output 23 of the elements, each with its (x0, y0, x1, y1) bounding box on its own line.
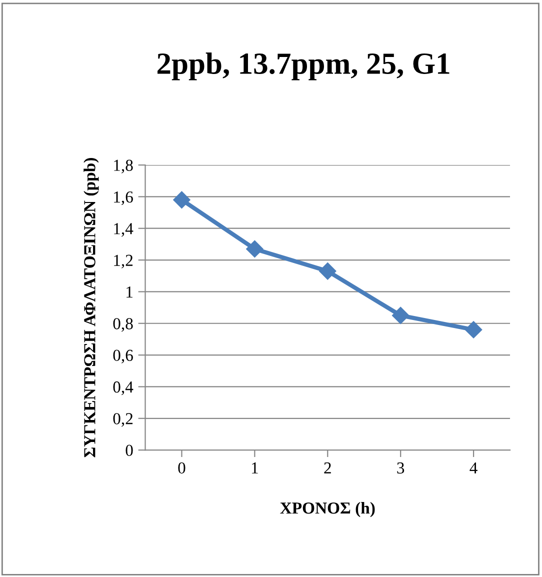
x-axis-title: ΧΡΟΝΟΣ (h) (280, 502, 375, 518)
y-tick-label: 1,4 (114, 223, 134, 237)
y-tick-label: 0,4 (113, 381, 134, 396)
point (246, 240, 264, 258)
x-tick-label: 3 (397, 462, 404, 474)
y-tick-label: 0,6 (113, 350, 133, 364)
x-tick-label: 0 (178, 462, 186, 474)
point (319, 262, 336, 280)
y-tick-label: 0 (126, 444, 133, 456)
point (173, 191, 190, 208)
x-tick-label: 2 (324, 462, 331, 474)
x-tick-label: 1 (252, 462, 258, 474)
y-tick-label: 0,8 (113, 318, 133, 332)
chart-title: 2ppb, 13.7ppm, 25, G1 (158, 52, 450, 80)
y-axis-title: ΣΥΓΚΕΝΤΡΩΣΗ ΑΦΛΑΤΟΞΙΝΩΝ (ppb) (84, 158, 99, 458)
point (464, 321, 482, 338)
y-tick-label: 0,2 (113, 413, 133, 427)
y-tick-label: 1 (126, 286, 132, 298)
y-tick-label: 1,6 (114, 191, 133, 206)
y-tick-label: 1,8 (114, 160, 133, 174)
x-tick-label: 4 (470, 462, 478, 474)
y-tick-label: 1,2 (114, 254, 133, 268)
point (392, 306, 410, 324)
